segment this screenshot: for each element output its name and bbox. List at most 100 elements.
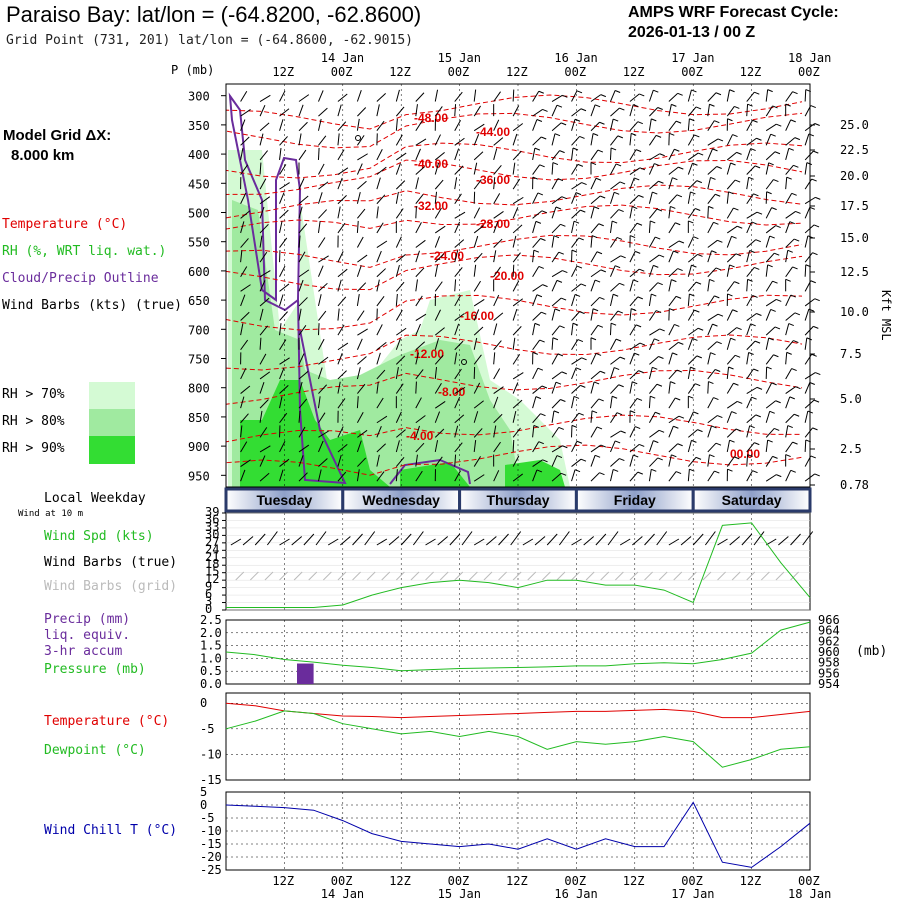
wind-barb [356, 310, 365, 321]
wind-barb-flag [736, 327, 742, 331]
wind-barb [765, 309, 772, 321]
wind-barb [590, 370, 601, 380]
wind-barb [395, 338, 401, 350]
wind-barb [785, 340, 794, 351]
wind-barb-flag [736, 151, 742, 155]
wind-barb [746, 239, 757, 248]
wind-barb [434, 338, 440, 350]
kft-tick-label: 22.5 [840, 143, 869, 157]
wind-barb-flag [728, 191, 734, 195]
wind-barb [610, 265, 616, 277]
wind-barb-flag [536, 294, 543, 298]
grid-wind-barb [264, 571, 274, 581]
wind-barb [746, 221, 753, 234]
wind-barb [493, 340, 502, 351]
wind-barb [318, 338, 325, 350]
wind-barb-flag [619, 181, 626, 185]
wind-barb-flag [560, 122, 567, 126]
kft-tick-label: 17.5 [840, 199, 869, 213]
wind-barb-flag [535, 220, 542, 224]
bottom-hour-label: 00Z [448, 874, 470, 888]
wind-barb-flag [715, 193, 721, 197]
wind-barb [688, 152, 699, 161]
wind-barb-flag [693, 236, 699, 240]
wind-barb [649, 328, 660, 336]
wind-tick-label: 33 [205, 520, 219, 534]
wind-barb [726, 253, 737, 263]
wind-barb-flag [556, 279, 563, 283]
wind-barb [687, 180, 698, 190]
bottom-hour-label: 12Z [506, 874, 528, 888]
wind-barb [785, 250, 789, 263]
wind-barb [240, 385, 251, 394]
wind-barb-flag [675, 120, 682, 124]
wind-barb-flag [732, 134, 738, 138]
wind-barb-flag [656, 208, 663, 212]
legend-rh: RH (%, WRT liq. wat.) [2, 244, 167, 259]
true-wind-barb [230, 538, 242, 546]
wind-barb-flag [592, 133, 599, 136]
true-wind-barb [717, 538, 728, 546]
wind-barb [454, 211, 466, 219]
wind-barb [551, 94, 563, 102]
wind-barb [298, 308, 302, 321]
true-wind-barb [656, 531, 668, 546]
wind-barb-flag [633, 104, 639, 108]
wind-barb [668, 426, 674, 438]
wind-barb [415, 250, 420, 263]
wind-barb [337, 222, 346, 234]
grid-wind-barb [381, 571, 391, 581]
kft-tick-label: 7.5 [840, 347, 862, 361]
wind-barb [649, 356, 659, 365]
wind-barb [454, 104, 457, 117]
wind-barb [356, 440, 362, 453]
wind-barb [687, 265, 692, 277]
temperature-line [225, 702, 811, 719]
wind-barb [434, 151, 445, 161]
wind-barb-flag [595, 353, 602, 356]
true-wind-barb [522, 538, 534, 546]
wind-barb-flag [728, 366, 734, 370]
wind-barb [610, 310, 619, 321]
wind-tick-label: 24 [205, 542, 219, 556]
wind-barb [279, 192, 285, 204]
wind-barb [532, 266, 540, 277]
wind-barb [532, 250, 535, 263]
wind-barb-flag [669, 308, 675, 312]
wind-barb [687, 281, 697, 292]
wind-barb-flag [580, 384, 586, 388]
grid-wind-barb [673, 571, 683, 581]
kft-tick-label: 15.0 [840, 231, 869, 245]
wind-barb-flag [636, 397, 643, 401]
wind-barb-flag [772, 280, 778, 284]
grid-wind-barb [775, 571, 785, 581]
pressure-tick-label: 966 [818, 613, 840, 627]
wind-barb-flag [600, 195, 606, 199]
temperature-contour-label: -44.00 [476, 125, 510, 139]
wind-barb [726, 456, 735, 467]
wind-barb-flag [577, 339, 584, 343]
wind-barb [298, 94, 310, 102]
wind-barb [532, 119, 538, 131]
wind-barb [609, 147, 612, 160]
wind-barb [298, 279, 304, 292]
wind-barb [785, 386, 796, 394]
wind-barb-flag [677, 443, 683, 447]
wind-barb [298, 104, 304, 117]
wind-barb [707, 341, 718, 351]
wind-barb [804, 178, 813, 190]
wind-barb [765, 252, 775, 263]
wind-barb [259, 371, 271, 380]
wind-barb [259, 399, 269, 409]
pressure-tick-label: 400 [188, 148, 210, 162]
wind-barb [785, 470, 792, 482]
wind-barb [454, 295, 461, 307]
wind-barb [551, 445, 563, 453]
wind-barb-flag [734, 354, 741, 358]
wind-barb [337, 342, 349, 351]
wind-barb [318, 356, 329, 365]
wind-barb [746, 340, 756, 351]
wind-barb [532, 210, 543, 219]
wind-barb [454, 165, 464, 175]
wind-tick-label: 12 [205, 572, 219, 586]
